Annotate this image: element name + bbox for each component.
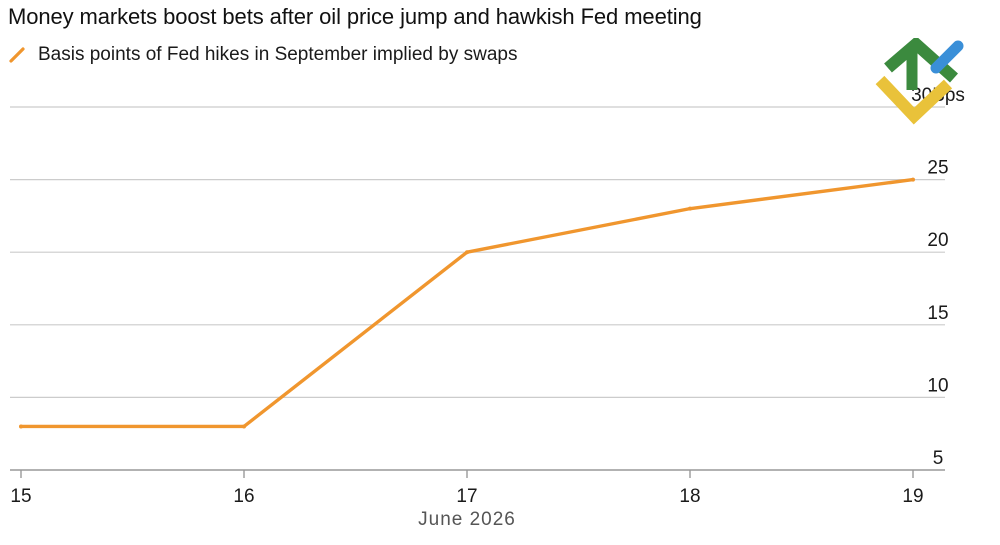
x-tick-label: 16	[233, 486, 254, 507]
data-point	[465, 250, 469, 255]
data-point	[911, 177, 915, 182]
chart-title: Money markets boost bets after oil price…	[8, 4, 702, 29]
data-point	[19, 424, 23, 429]
x-axis-label: June 2026	[418, 509, 516, 530]
brand-logo-icon	[875, 38, 964, 125]
x-tick-label: 17	[456, 486, 477, 507]
series-line	[19, 177, 915, 429]
y-tick-label: 25	[927, 158, 948, 179]
legend-swatch-icon	[9, 47, 25, 63]
legend-label: Basis points of Fed hikes in September i…	[38, 44, 518, 65]
chart-legend: Basis points of Fed hikes in September i…	[8, 42, 517, 68]
data-point	[688, 206, 692, 211]
data-point	[242, 424, 246, 429]
y-tick-label: 20	[927, 230, 948, 251]
x-tick-label: 18	[679, 486, 700, 507]
x-tick-label: 15	[10, 486, 31, 507]
y-tick-label: 15	[927, 303, 948, 324]
y-tick-label: 10	[927, 375, 948, 396]
y-tick-label: 5	[933, 448, 944, 469]
x-tick-label: 19	[902, 486, 923, 507]
